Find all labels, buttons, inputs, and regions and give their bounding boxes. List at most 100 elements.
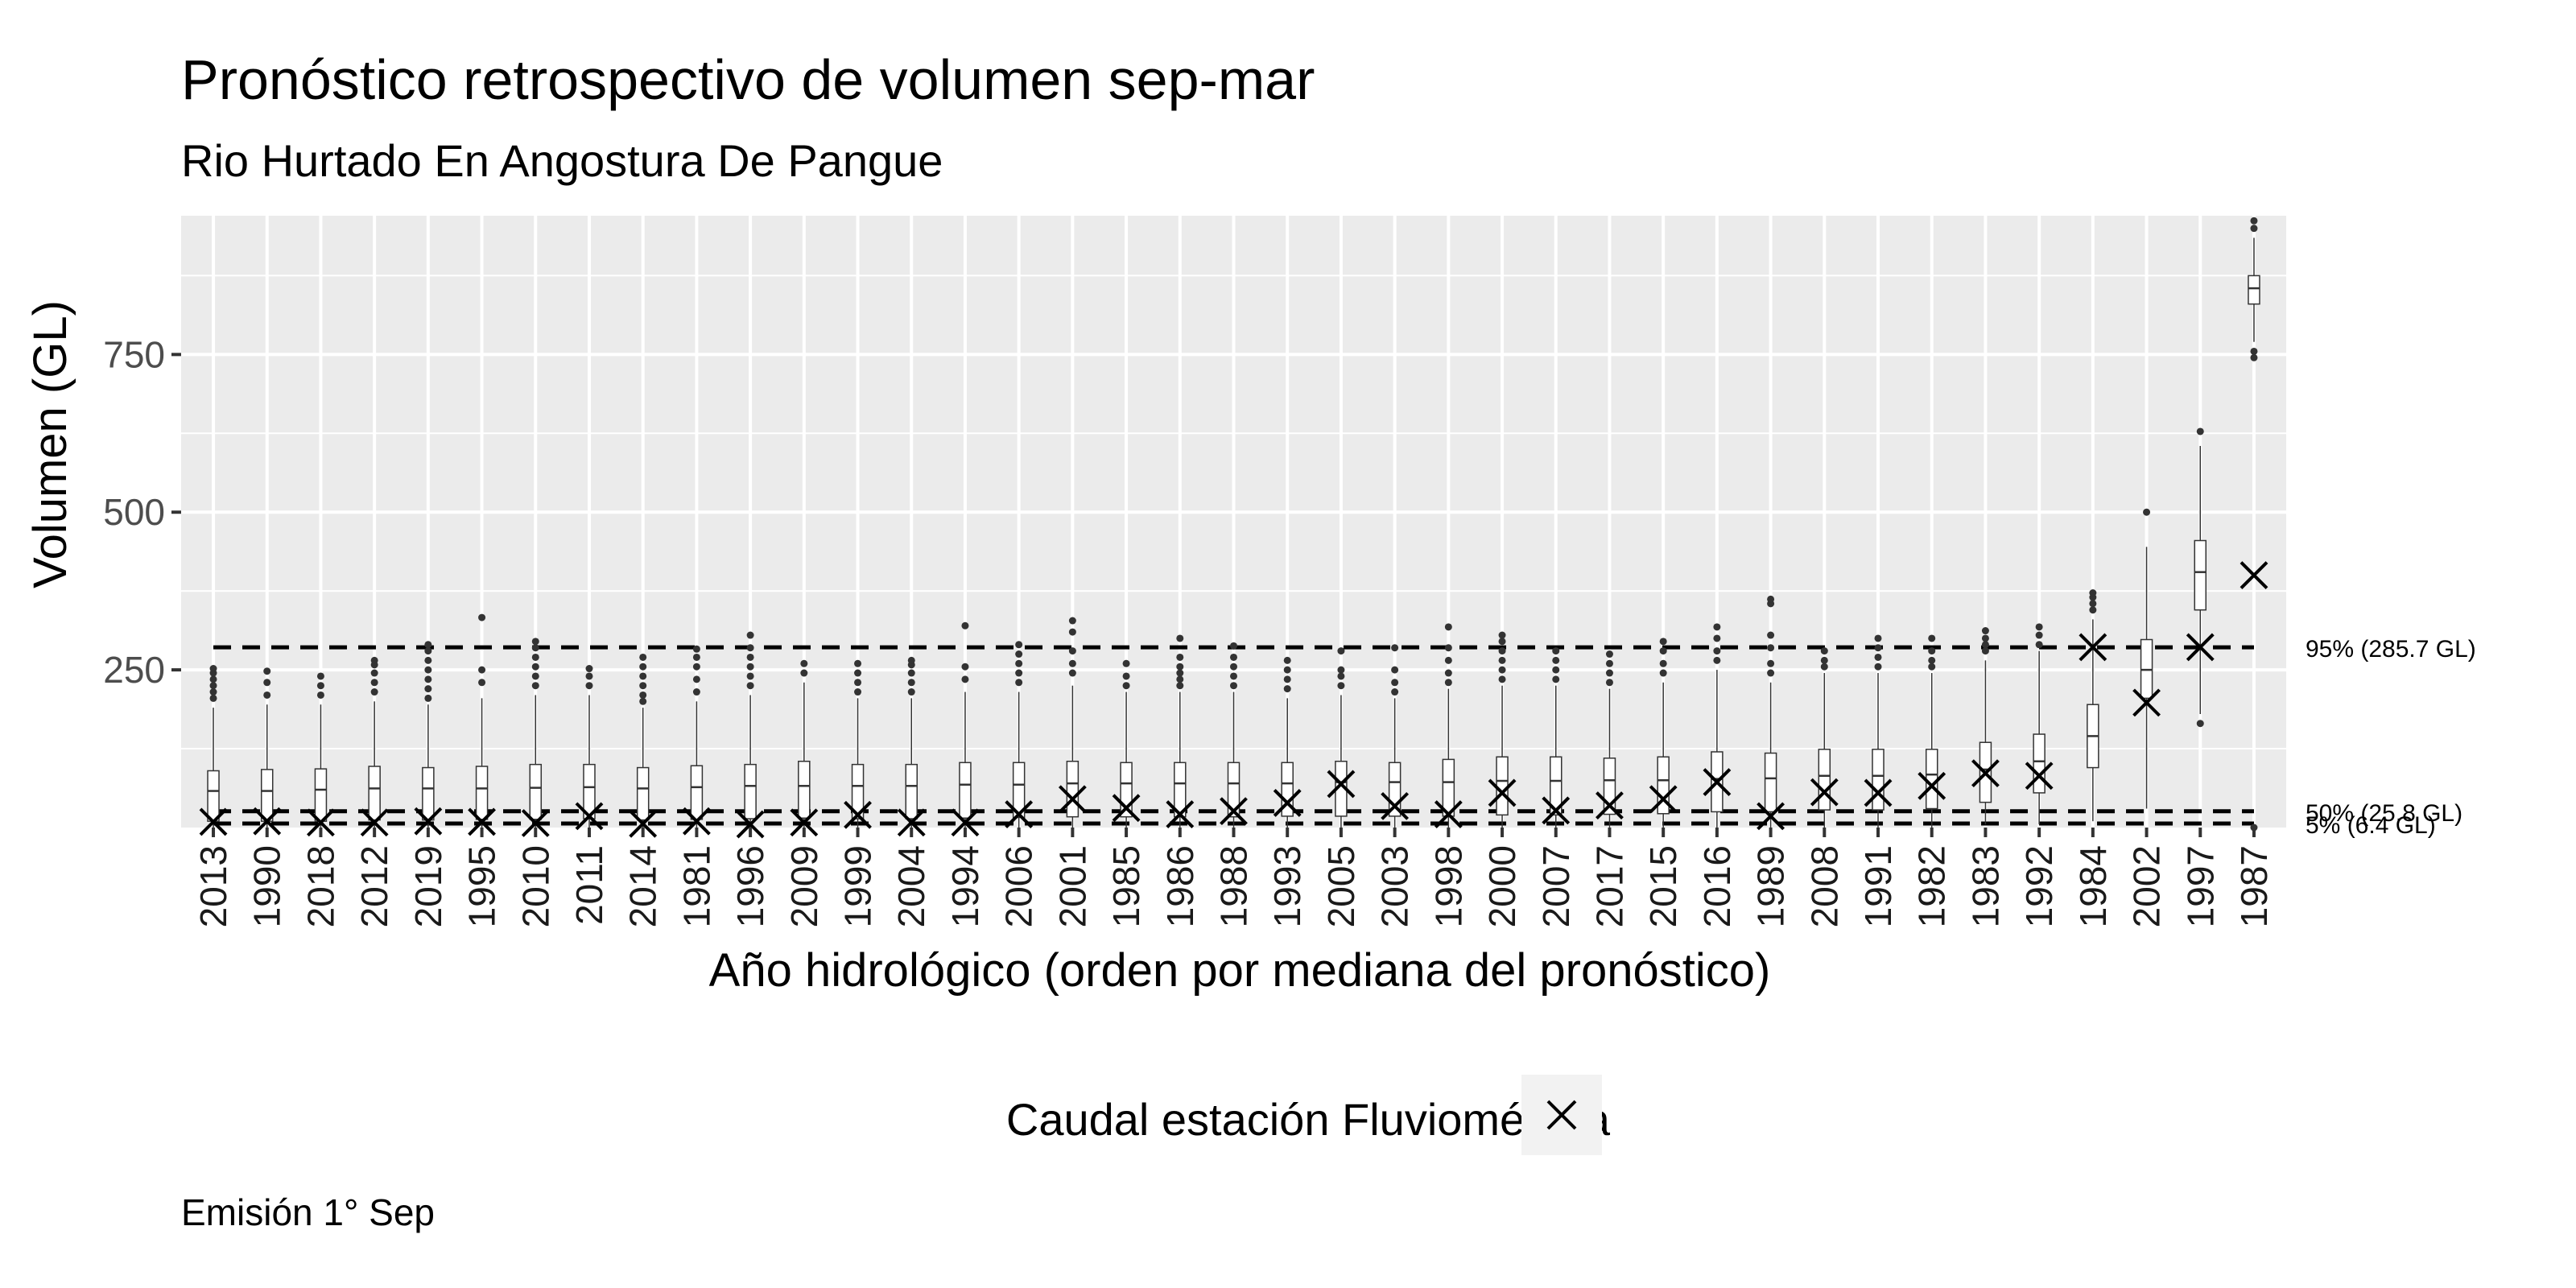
observed-marker-2013 xyxy=(199,807,228,836)
outlier-point xyxy=(2250,347,2258,355)
x-cross-icon xyxy=(575,802,604,831)
outlier-point xyxy=(800,669,808,677)
box-iqr xyxy=(1174,762,1187,818)
observed-marker-2001 xyxy=(1058,785,1087,814)
outlier-point xyxy=(263,691,271,699)
outlier-point xyxy=(424,666,432,674)
chart-subtitle: Rio Hurtado En Angostura De Pangue xyxy=(181,135,943,186)
outlier-point xyxy=(209,675,217,683)
outlier-point xyxy=(746,653,754,661)
outlier-point xyxy=(2143,508,2151,516)
outlier-point xyxy=(1283,666,1291,674)
outlier-point xyxy=(2196,720,2204,728)
outlier-point xyxy=(907,656,915,664)
box-iqr xyxy=(1925,749,1938,810)
outlier-point xyxy=(1015,641,1023,649)
outlier-point xyxy=(1874,653,1882,661)
x-tick-label: 1986 xyxy=(1159,845,1201,927)
x-cross-icon xyxy=(629,809,658,838)
x-axis: 2013 1990 2018 2012 2019 1995 2010 2011 2014 1981… xyxy=(192,828,2275,927)
outlier-point xyxy=(1605,669,1613,677)
box-iqr xyxy=(1550,756,1563,816)
outlier-point xyxy=(800,659,808,667)
legend-key xyxy=(1521,1075,1602,1155)
x-cross-icon xyxy=(1918,771,1946,800)
outlier-point xyxy=(1015,679,1023,687)
observed-marker-1995 xyxy=(468,807,496,836)
outlier-point xyxy=(1498,647,1506,655)
box-2012 xyxy=(368,656,381,828)
observed-marker-2005 xyxy=(1327,770,1356,799)
outlier-point xyxy=(1498,675,1506,683)
outlier-point xyxy=(1176,653,1184,661)
x-cross-icon xyxy=(1273,789,1302,817)
x-cross-icon xyxy=(1971,759,2000,788)
outlier-point xyxy=(639,682,647,690)
box-iqr xyxy=(314,768,328,822)
box-2007 xyxy=(1550,647,1563,828)
box-iqr xyxy=(1872,749,1885,811)
observed-marker-1998 xyxy=(1434,800,1463,828)
outlier-point xyxy=(1552,675,1560,683)
outlier-point xyxy=(2035,631,2043,639)
box-iqr xyxy=(207,770,220,822)
outlier-point xyxy=(1015,659,1023,667)
outlier-point xyxy=(1176,682,1184,690)
outlier-point xyxy=(961,663,969,671)
box-iqr xyxy=(1764,752,1777,813)
outlier-point xyxy=(1444,623,1452,631)
x-tick-label: 1992 xyxy=(2018,845,2060,927)
box-iqr xyxy=(1657,756,1670,815)
outlier-point xyxy=(1283,656,1291,664)
box-2011 xyxy=(583,665,596,828)
reference-label: 95% (285.7 GL) xyxy=(2306,636,2476,663)
observed-marker-1988 xyxy=(1220,797,1248,826)
outlier-point xyxy=(370,688,378,696)
observed-marker-1997 xyxy=(2186,633,2215,662)
box-iqr xyxy=(583,763,596,819)
outlier-point xyxy=(692,653,700,661)
outlier-point xyxy=(316,691,324,699)
outlier-point xyxy=(1068,669,1076,677)
outlier-point xyxy=(854,688,862,696)
outlier-point xyxy=(1337,666,1345,674)
observed-marker-2008 xyxy=(1810,778,1839,807)
observed-marker-2007 xyxy=(1542,796,1571,825)
x-tick-label: 2019 xyxy=(407,845,449,927)
x-tick-label: 2001 xyxy=(1051,845,1093,927)
x-cross-icon xyxy=(1864,778,1893,807)
outlier-point xyxy=(1767,595,1775,603)
x-cross-icon xyxy=(897,808,926,837)
observed-marker-2003 xyxy=(1381,791,1410,820)
box-iqr xyxy=(1818,749,1831,811)
outlier-point xyxy=(1498,631,1506,639)
y-tick-label: 250 xyxy=(103,649,165,691)
x-tick-label: 1999 xyxy=(837,845,879,927)
x-tick-label: 2003 xyxy=(1374,845,1416,927)
outlier-point xyxy=(209,682,217,690)
box-iqr xyxy=(959,762,972,819)
x-cross-icon xyxy=(199,807,228,836)
x-cross-icon xyxy=(1649,785,1678,814)
observed-marker-2000 xyxy=(1488,778,1517,807)
outlier-point xyxy=(209,688,217,696)
outlier-point xyxy=(1391,679,1399,687)
outlier-point xyxy=(1874,644,1882,652)
x-cross-icon xyxy=(2186,633,2215,662)
x-cross-icon xyxy=(2079,633,2107,662)
outlier-point xyxy=(1767,669,1775,677)
outlier-point xyxy=(692,688,700,696)
outlier-point xyxy=(2089,600,2097,608)
outlier-point xyxy=(639,653,647,661)
box-iqr xyxy=(1281,762,1294,817)
box-iqr xyxy=(368,766,381,821)
x-tick-label: 1982 xyxy=(1911,845,1953,927)
outlier-point xyxy=(585,665,593,673)
box-iqr xyxy=(1066,760,1080,818)
outlier-point xyxy=(2250,225,2258,233)
outlier-point xyxy=(1230,642,1237,650)
x-cross-icon xyxy=(2025,762,2054,791)
y-axis: 250 500 750 xyxy=(103,333,181,691)
x-cross-icon xyxy=(951,808,980,837)
x-axis-title: Año hidrológico (orden por mediana del p… xyxy=(709,944,1771,997)
